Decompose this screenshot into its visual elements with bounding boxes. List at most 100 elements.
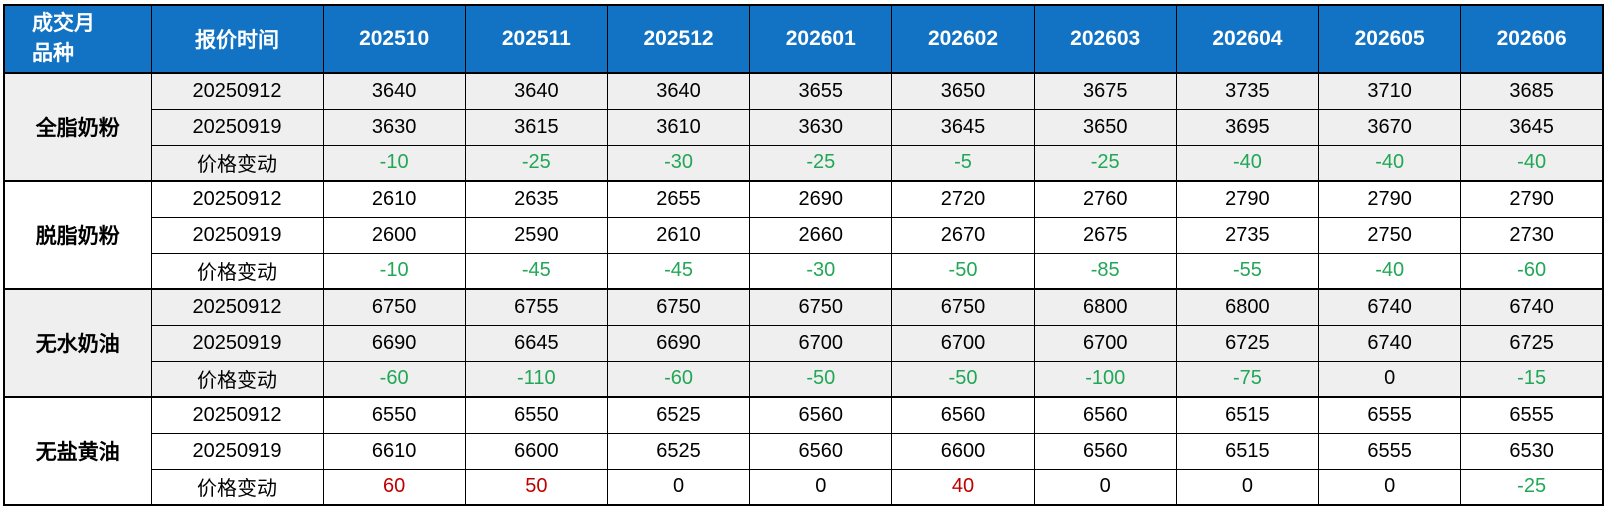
change-value-cell[interactable]: 0 — [1318, 468, 1462, 506]
month-header-cell[interactable]: 202605 — [1318, 4, 1462, 74]
change-value-cell[interactable]: -10 — [322, 144, 466, 182]
price-value-cell[interactable]: 2760 — [1033, 180, 1177, 218]
corner-header-cell[interactable]: 成交月 品种 — [3, 4, 152, 74]
price-value-cell[interactable]: 6690 — [606, 324, 751, 362]
price-value-cell[interactable]: 3645 — [1460, 108, 1604, 146]
price-value-cell[interactable]: 3640 — [464, 72, 608, 110]
product-cell[interactable]: 脱脂奶粉 — [3, 180, 152, 290]
month-header-cell[interactable]: 202603 — [1033, 4, 1177, 74]
month-header-cell[interactable]: 202604 — [1175, 4, 1320, 74]
change-value-cell[interactable]: -45 — [606, 252, 751, 290]
change-value-cell[interactable]: -40 — [1318, 144, 1462, 182]
price-value-cell[interactable]: 2730 — [1460, 216, 1604, 254]
price-value-cell[interactable]: 3615 — [464, 108, 608, 146]
change-value-cell[interactable]: -60 — [1460, 252, 1604, 290]
price-value-cell[interactable]: 3630 — [322, 108, 466, 146]
month-header-cell[interactable]: 202602 — [891, 4, 1035, 74]
change-value-cell[interactable]: -25 — [1033, 144, 1177, 182]
row-label-cell[interactable]: 价格变动 — [150, 468, 324, 506]
price-value-cell[interactable]: 6750 — [322, 288, 466, 326]
change-value-cell[interactable]: -25 — [1460, 468, 1604, 506]
change-value-cell[interactable]: 0 — [1033, 468, 1177, 506]
price-value-cell[interactable]: 2720 — [891, 180, 1035, 218]
change-value-cell[interactable]: 60 — [322, 468, 466, 506]
price-value-cell[interactable]: 2600 — [322, 216, 466, 254]
price-value-cell[interactable]: 2790 — [1318, 180, 1462, 218]
price-value-cell[interactable]: 2590 — [464, 216, 608, 254]
price-value-cell[interactable]: 6800 — [1175, 288, 1320, 326]
price-value-cell[interactable]: 6725 — [1460, 324, 1604, 362]
price-value-cell[interactable]: 2790 — [1175, 180, 1320, 218]
change-value-cell[interactable]: 50 — [464, 468, 608, 506]
price-value-cell[interactable]: 6550 — [464, 396, 608, 434]
change-value-cell[interactable]: -15 — [1460, 360, 1604, 398]
price-value-cell[interactable]: 6555 — [1460, 396, 1604, 434]
change-value-cell[interactable]: -40 — [1460, 144, 1604, 182]
price-value-cell[interactable]: 6700 — [891, 324, 1035, 362]
price-value-cell[interactable]: 2690 — [749, 180, 893, 218]
price-value-cell[interactable]: 6740 — [1318, 324, 1462, 362]
price-value-cell[interactable]: 6600 — [891, 432, 1035, 470]
row-label-cell[interactable]: 20250919 — [150, 108, 324, 146]
price-value-cell[interactable]: 3685 — [1460, 72, 1604, 110]
price-value-cell[interactable]: 2675 — [1033, 216, 1177, 254]
change-value-cell[interactable]: -75 — [1175, 360, 1320, 398]
price-value-cell[interactable]: 3735 — [1175, 72, 1320, 110]
change-value-cell[interactable]: -50 — [749, 360, 893, 398]
product-cell[interactable]: 全脂奶粉 — [3, 72, 152, 182]
price-value-cell[interactable]: 6525 — [606, 432, 751, 470]
price-value-cell[interactable]: 6515 — [1175, 396, 1320, 434]
price-value-cell[interactable]: 6750 — [606, 288, 751, 326]
price-value-cell[interactable]: 3630 — [749, 108, 893, 146]
row-label-cell[interactable]: 20250919 — [150, 432, 324, 470]
change-value-cell[interactable]: -30 — [606, 144, 751, 182]
price-value-cell[interactable]: 6530 — [1460, 432, 1604, 470]
change-value-cell[interactable]: -30 — [749, 252, 893, 290]
price-value-cell[interactable]: 6755 — [464, 288, 608, 326]
price-value-cell[interactable]: 2670 — [891, 216, 1035, 254]
change-value-cell[interactable]: 0 — [606, 468, 751, 506]
price-value-cell[interactable]: 3710 — [1318, 72, 1462, 110]
price-value-cell[interactable]: 2790 — [1460, 180, 1604, 218]
change-value-cell[interactable]: -100 — [1033, 360, 1177, 398]
price-value-cell[interactable]: 2660 — [749, 216, 893, 254]
price-value-cell[interactable]: 3695 — [1175, 108, 1320, 146]
price-value-cell[interactable]: 2735 — [1175, 216, 1320, 254]
month-header-cell[interactable]: 202511 — [464, 4, 608, 74]
price-value-cell[interactable]: 6560 — [1033, 396, 1177, 434]
price-value-cell[interactable]: 6740 — [1318, 288, 1462, 326]
price-value-cell[interactable]: 3675 — [1033, 72, 1177, 110]
price-value-cell[interactable]: 6750 — [749, 288, 893, 326]
change-value-cell[interactable]: 40 — [891, 468, 1035, 506]
price-value-cell[interactable]: 6700 — [749, 324, 893, 362]
row-label-cell[interactable]: 20250919 — [150, 216, 324, 254]
change-value-cell[interactable]: 0 — [1318, 360, 1462, 398]
price-value-cell[interactable]: 2750 — [1318, 216, 1462, 254]
price-value-cell[interactable]: 3650 — [1033, 108, 1177, 146]
row-label-cell[interactable]: 20250912 — [150, 288, 324, 326]
price-value-cell[interactable]: 6750 — [891, 288, 1035, 326]
price-value-cell[interactable]: 6690 — [322, 324, 466, 362]
row-label-cell[interactable]: 价格变动 — [150, 144, 324, 182]
price-value-cell[interactable]: 6525 — [606, 396, 751, 434]
price-value-cell[interactable]: 3670 — [1318, 108, 1462, 146]
price-value-cell[interactable]: 3650 — [891, 72, 1035, 110]
price-value-cell[interactable]: 6725 — [1175, 324, 1320, 362]
price-value-cell[interactable]: 3655 — [749, 72, 893, 110]
row-label-cell[interactable]: 价格变动 — [150, 252, 324, 290]
change-value-cell[interactable]: -40 — [1175, 144, 1320, 182]
price-value-cell[interactable]: 6560 — [749, 432, 893, 470]
row-label-cell[interactable]: 价格变动 — [150, 360, 324, 398]
price-value-cell[interactable]: 3645 — [891, 108, 1035, 146]
row-label-cell[interactable]: 20250912 — [150, 180, 324, 218]
change-value-cell[interactable]: -10 — [322, 252, 466, 290]
price-value-cell[interactable]: 6560 — [749, 396, 893, 434]
month-header-cell[interactable]: 202606 — [1460, 4, 1604, 74]
price-value-cell[interactable]: 6800 — [1033, 288, 1177, 326]
price-value-cell[interactable]: 6555 — [1318, 396, 1462, 434]
price-value-cell[interactable]: 2635 — [464, 180, 608, 218]
product-cell[interactable]: 无水奶油 — [3, 288, 152, 398]
change-value-cell[interactable]: -45 — [464, 252, 608, 290]
price-value-cell[interactable]: 6560 — [1033, 432, 1177, 470]
price-value-cell[interactable]: 6515 — [1175, 432, 1320, 470]
